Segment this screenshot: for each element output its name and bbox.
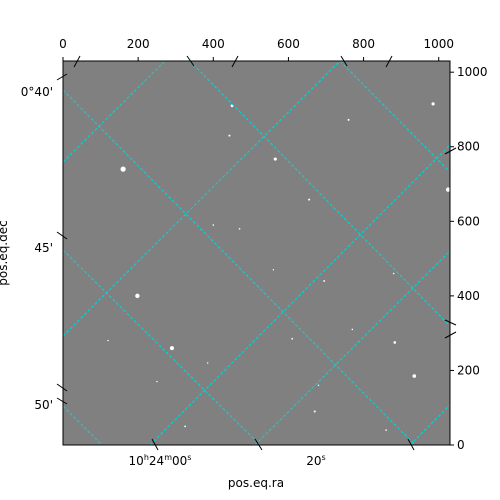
star-22 [385, 429, 387, 431]
grid-line-2 [63, 61, 166, 163]
y-axis-label: pos.eq.dec [0, 220, 10, 285]
edge-tick-6 [56, 231, 68, 240]
edge-tick-1 [186, 55, 195, 67]
right-tick-label-1000: 1000 [457, 65, 488, 79]
stars-layer [107, 102, 450, 431]
grid-line-8 [189, 61, 450, 327]
edge-tick-9 [151, 438, 159, 451]
star-16 [238, 227, 241, 230]
star-24 [156, 380, 158, 383]
star-25 [272, 269, 275, 271]
star-0 [120, 166, 126, 172]
star-10 [392, 272, 395, 275]
star-18 [313, 410, 316, 413]
star-21 [107, 339, 109, 342]
world-coordinate-grid [63, 61, 450, 445]
right-tick-label-600: 600 [457, 214, 480, 228]
right-tick-label-400: 400 [457, 289, 480, 303]
edge-tick-12 [444, 147, 457, 155]
star-1 [135, 293, 140, 299]
edge-tick-5 [56, 73, 68, 81]
edge-tick-4 [385, 55, 393, 68]
star-9 [347, 118, 350, 121]
grid-line-7 [63, 405, 103, 445]
dec-tick-label-40: 0°40' [21, 85, 53, 99]
star-6 [308, 198, 311, 201]
star-11 [393, 341, 397, 344]
grid-line-9 [339, 61, 450, 173]
top-tick-label-400: 400 [202, 37, 225, 51]
grid-line-0 [149, 144, 450, 445]
sky-image-background [63, 61, 450, 445]
top-tick-label-0: 0 [59, 37, 67, 51]
dec-tick-label-50: 50' [34, 398, 53, 412]
star-2 [169, 346, 174, 351]
star-5 [273, 157, 277, 161]
star-8 [323, 280, 326, 282]
edge-tick-14 [444, 331, 457, 339]
edge-tick-7 [56, 383, 68, 392]
plot-frame [62, 60, 451, 446]
edge-tick-0 [73, 55, 81, 68]
star-7 [291, 337, 294, 340]
grid-line-1 [63, 61, 341, 337]
right-tick-label-800: 800 [457, 140, 480, 154]
edge-tick-2 [231, 55, 239, 68]
ra-tick-label-10h24m00s: 10h24m00s [129, 453, 192, 468]
edge-tick-13 [444, 319, 457, 326]
star-12 [412, 374, 417, 378]
edge-tick-11 [407, 438, 415, 451]
right-pixel-axis: 0 200 400 600 800 1000 [450, 65, 488, 452]
star-19 [317, 384, 320, 387]
top-tick-label-1000: 1000 [423, 37, 454, 51]
top-tick-label-800: 800 [352, 37, 375, 51]
grid-line-5 [63, 89, 416, 445]
edge-tick-8 [56, 397, 68, 405]
edge-tick-10 [254, 438, 263, 451]
x-axis-label: pos.eq.ra [228, 476, 284, 490]
star-14 [445, 187, 450, 192]
star-4 [228, 134, 231, 137]
top-tick-label-200: 200 [127, 37, 150, 51]
star-15 [212, 224, 215, 226]
top-tick-label-600: 600 [277, 37, 300, 51]
star-17 [184, 425, 187, 428]
star-20 [351, 328, 354, 331]
grid-line-3 [254, 250, 450, 445]
right-tick-label-200: 200 [457, 363, 480, 377]
ra-tick-label-20s: 20s [306, 453, 325, 468]
grid-line-6 [63, 249, 261, 445]
right-tick-label-0: 0 [457, 438, 465, 452]
star-13 [431, 102, 435, 106]
star-23 [206, 362, 209, 364]
grid-line-4 [409, 404, 450, 445]
edge-tick-3 [340, 55, 348, 67]
world-axis-edge-ticks [56, 55, 457, 451]
dec-tick-label-45: 45' [34, 241, 53, 255]
top-pixel-axis: 0 200 400 600 800 1000 [59, 37, 454, 61]
